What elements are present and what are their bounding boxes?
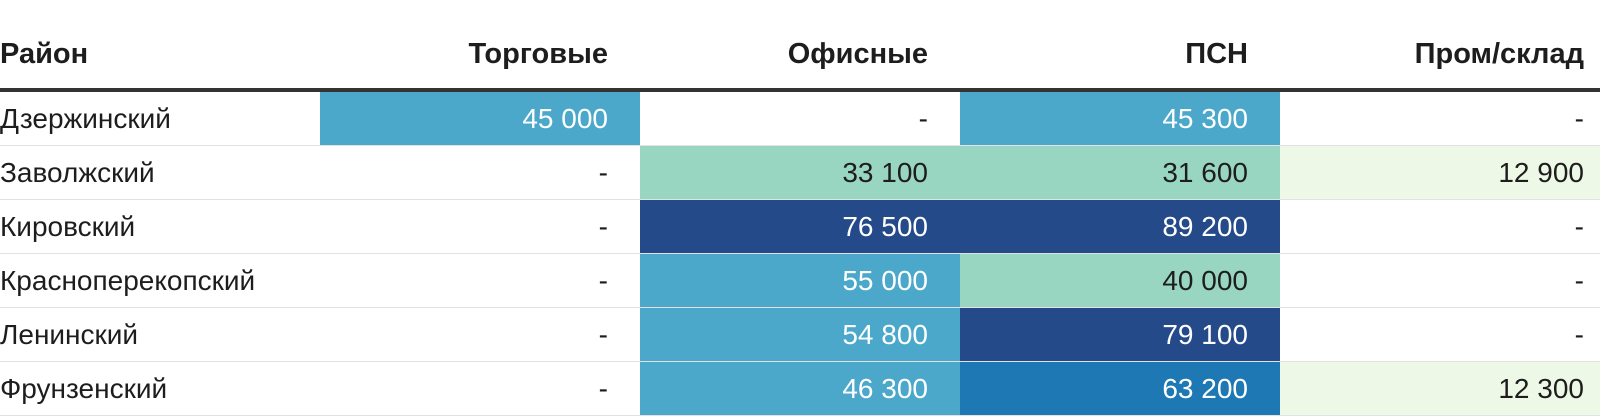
industrial-warehouse-value-cell: - (1280, 308, 1600, 361)
industrial-warehouse-value-cell: 12 900 (1280, 146, 1600, 199)
table-row: Кировский -76 500 89 200- (0, 200, 1600, 254)
table-row: Ленинский -54 800 79 100- (0, 308, 1600, 362)
retail-value-cell: - (320, 308, 640, 361)
office-value-cell: 54 800 (640, 308, 960, 361)
retail-value-cell: - (320, 362, 640, 415)
district-name-cell: Кировский (0, 211, 136, 242)
header-psn: ПСН (1185, 38, 1248, 70)
office-value-cell: - (640, 92, 960, 145)
header-industrial-warehouse: Пром/склад (1414, 38, 1584, 70)
industrial-warehouse-value-cell: - (1280, 254, 1600, 307)
retail-value-cell: 45 000 (320, 92, 640, 145)
table-row: Фрунзенский -46 300 63 200 12 300 (0, 362, 1600, 416)
header-district: Район (0, 38, 89, 70)
industrial-warehouse-value-cell: - (1280, 92, 1600, 145)
psn-value-cell: 63 200 (960, 362, 1280, 415)
table-row: Заволжский -33 100 31 600 12 900 (0, 146, 1600, 200)
psn-value-cell: 89 200 (960, 200, 1280, 253)
district-name-cell: Фрунзенский (0, 373, 168, 404)
psn-value-cell: 31 600 (960, 146, 1280, 199)
header-retail: Торговые (468, 38, 608, 70)
psn-value-cell: 40 000 (960, 254, 1280, 307)
psn-value-cell: 79 100 (960, 308, 1280, 361)
industrial-warehouse-value-cell: - (1280, 200, 1600, 253)
office-value-cell: 33 100 (640, 146, 960, 199)
table-row: Красноперекопский -55 000 40 000- (0, 254, 1600, 308)
office-value-cell: 46 300 (640, 362, 960, 415)
table-body: Дзержинский 45 000-45 300- Заволжский -33 1… (0, 92, 1600, 416)
table-row: Дзержинский 45 000-45 300- (0, 92, 1600, 146)
header-office: Офисные (787, 38, 928, 70)
table-header: Район Торговые Офисные ПСН Пром/склад (0, 0, 1600, 92)
office-value-cell: 76 500 (640, 200, 960, 253)
district-name-cell: Заволжский (0, 157, 155, 188)
district-name-cell: Дзержинский (0, 103, 171, 134)
district-name-cell: Ленинский (0, 319, 139, 350)
district-name-cell: Красноперекопский (0, 265, 256, 296)
retail-value-cell: - (320, 200, 640, 253)
retail-value-cell: - (320, 254, 640, 307)
retail-value-cell: - (320, 146, 640, 199)
office-value-cell: 55 000 (640, 254, 960, 307)
industrial-warehouse-value-cell: 12 300 (1280, 362, 1600, 415)
psn-value-cell: 45 300 (960, 92, 1280, 145)
